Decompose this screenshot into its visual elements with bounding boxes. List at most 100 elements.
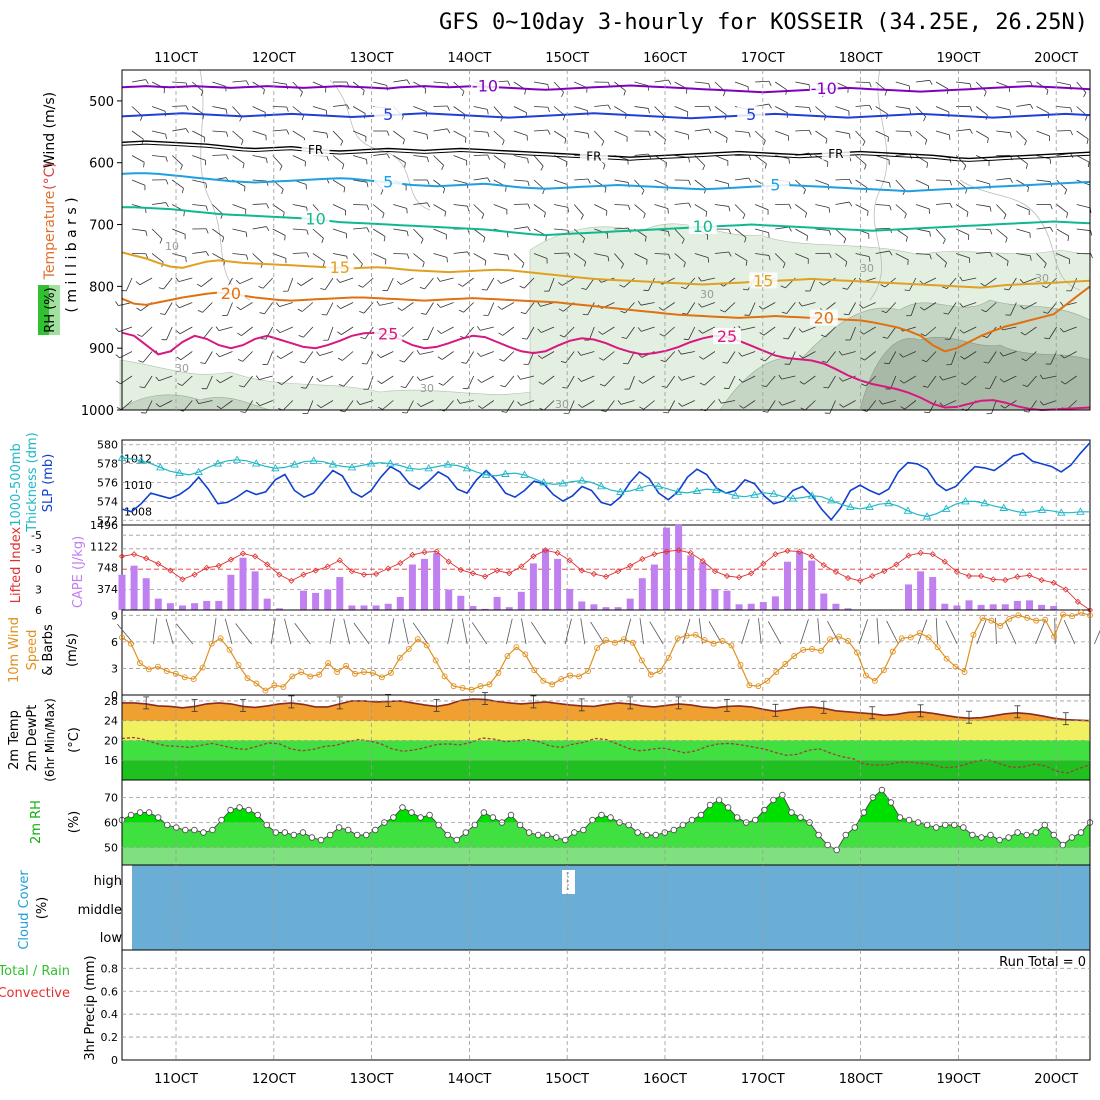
wind-barb <box>795 204 807 214</box>
wind-barb <box>956 81 971 85</box>
series-wind10m <box>121 612 1091 692</box>
wind-barb-flag <box>949 180 953 186</box>
lifted-point <box>227 556 234 563</box>
wind-barb-flag <box>599 383 605 387</box>
wind-barb-flag <box>562 115 566 121</box>
wind-barb-flag <box>246 254 249 260</box>
wind-barb-flag <box>116 380 121 385</box>
wind-barb <box>910 302 917 316</box>
wind-barb-flag <box>929 231 931 237</box>
lifted-point <box>651 551 658 558</box>
wind-barb-flag <box>185 105 189 111</box>
cape-bar <box>529 563 537 610</box>
wind-barb-flag <box>343 187 346 193</box>
cape-bar <box>191 603 199 610</box>
wind-barb <box>232 204 246 210</box>
wind-barb <box>763 326 776 336</box>
wind-barb <box>204 351 213 364</box>
wind-barb <box>975 81 987 93</box>
band-yellow <box>122 720 1090 741</box>
wind-barb-flag <box>461 91 465 97</box>
cape-bar <box>977 604 985 610</box>
wind10m-point <box>271 682 278 689</box>
wind-barb-flag <box>159 313 166 315</box>
wind-barb-flag <box>165 156 168 162</box>
lifted-point <box>300 571 307 578</box>
lifted-point <box>905 552 912 559</box>
lifted-point <box>336 557 343 564</box>
wind-barb <box>1056 204 1069 214</box>
x-tick-label-top: 13OCT <box>350 51 394 66</box>
wind-barb-flag <box>944 338 950 340</box>
wind-barb <box>212 106 227 110</box>
wind-barb <box>433 81 448 84</box>
rh2m-point <box>471 821 479 829</box>
wind-barb <box>540 302 555 307</box>
cape-bar <box>166 603 174 610</box>
rh2m-point <box>589 816 596 824</box>
wind-barb-flag <box>880 284 886 288</box>
wind-barb-flag <box>483 237 486 243</box>
rh2m-point <box>154 814 162 821</box>
wind-barb-flag <box>882 336 888 339</box>
wind-tick-label: 3 <box>111 662 118 675</box>
cape-bar <box>796 552 804 610</box>
wind-barb-flag <box>1020 331 1026 336</box>
thickness-point <box>290 460 299 468</box>
wind-barb <box>943 400 957 407</box>
wind-barb-flag <box>527 203 531 209</box>
lifted-point <box>264 561 271 568</box>
rh-contour-label: 30 <box>1035 272 1049 285</box>
lifted-point <box>215 562 222 569</box>
wind-barb <box>373 153 388 156</box>
wind10m-barb <box>412 622 429 645</box>
wind-barb-flag <box>358 284 363 288</box>
wind-barb <box>292 228 307 231</box>
wind-barb-flag <box>239 385 245 388</box>
wind-barb <box>742 375 756 383</box>
thickness-point <box>884 498 894 507</box>
wind10m-point <box>1051 633 1058 640</box>
wind-barb <box>734 177 749 181</box>
wind-barb-flag <box>197 310 203 313</box>
rh2m-point <box>299 829 307 836</box>
wind-barb <box>424 277 434 290</box>
wind-barb-flag <box>748 155 752 161</box>
wind-barb-flag <box>849 179 852 184</box>
rh2m-point <box>245 806 252 814</box>
wind-barb <box>486 277 495 291</box>
wind-barb <box>513 226 528 230</box>
wind10m-barb <box>1094 629 1100 645</box>
wind-barb <box>433 253 448 258</box>
wind10m-point <box>612 639 618 646</box>
thickness-tick-label: 574 <box>97 495 118 508</box>
wind-barb-flag <box>256 401 261 407</box>
wind-barb-flag <box>163 88 165 94</box>
wind-barb <box>533 204 546 213</box>
wind-barb-flag <box>720 309 725 313</box>
wind-barb-flag <box>527 226 531 232</box>
rh2m-point <box>905 816 913 824</box>
thickness-point <box>903 506 913 514</box>
wind10m-point <box>513 644 520 651</box>
wind-barb <box>663 326 675 337</box>
isotherm-label: 5 <box>383 105 393 124</box>
wind-barb <box>976 204 991 208</box>
wind-barb <box>1016 253 1031 257</box>
isotherm-label: FR <box>828 147 843 161</box>
wind-barb <box>393 228 408 232</box>
wind-barb-flag <box>587 133 590 139</box>
wind-barb <box>145 400 153 414</box>
wind-barb-flag <box>738 352 743 357</box>
wind10m-point <box>558 676 565 683</box>
rh2m-point <box>1014 829 1021 836</box>
wind-barb-flag <box>406 79 410 85</box>
wind-barb <box>694 81 709 84</box>
wind10m-point <box>199 664 206 671</box>
wind-barb-flag <box>320 288 326 290</box>
wind-barb <box>280 351 294 360</box>
wind-barb <box>963 326 977 334</box>
wind-barb-flag <box>115 327 120 333</box>
rh2m-point <box>715 796 723 804</box>
y-tick-label: 900 <box>89 342 114 357</box>
